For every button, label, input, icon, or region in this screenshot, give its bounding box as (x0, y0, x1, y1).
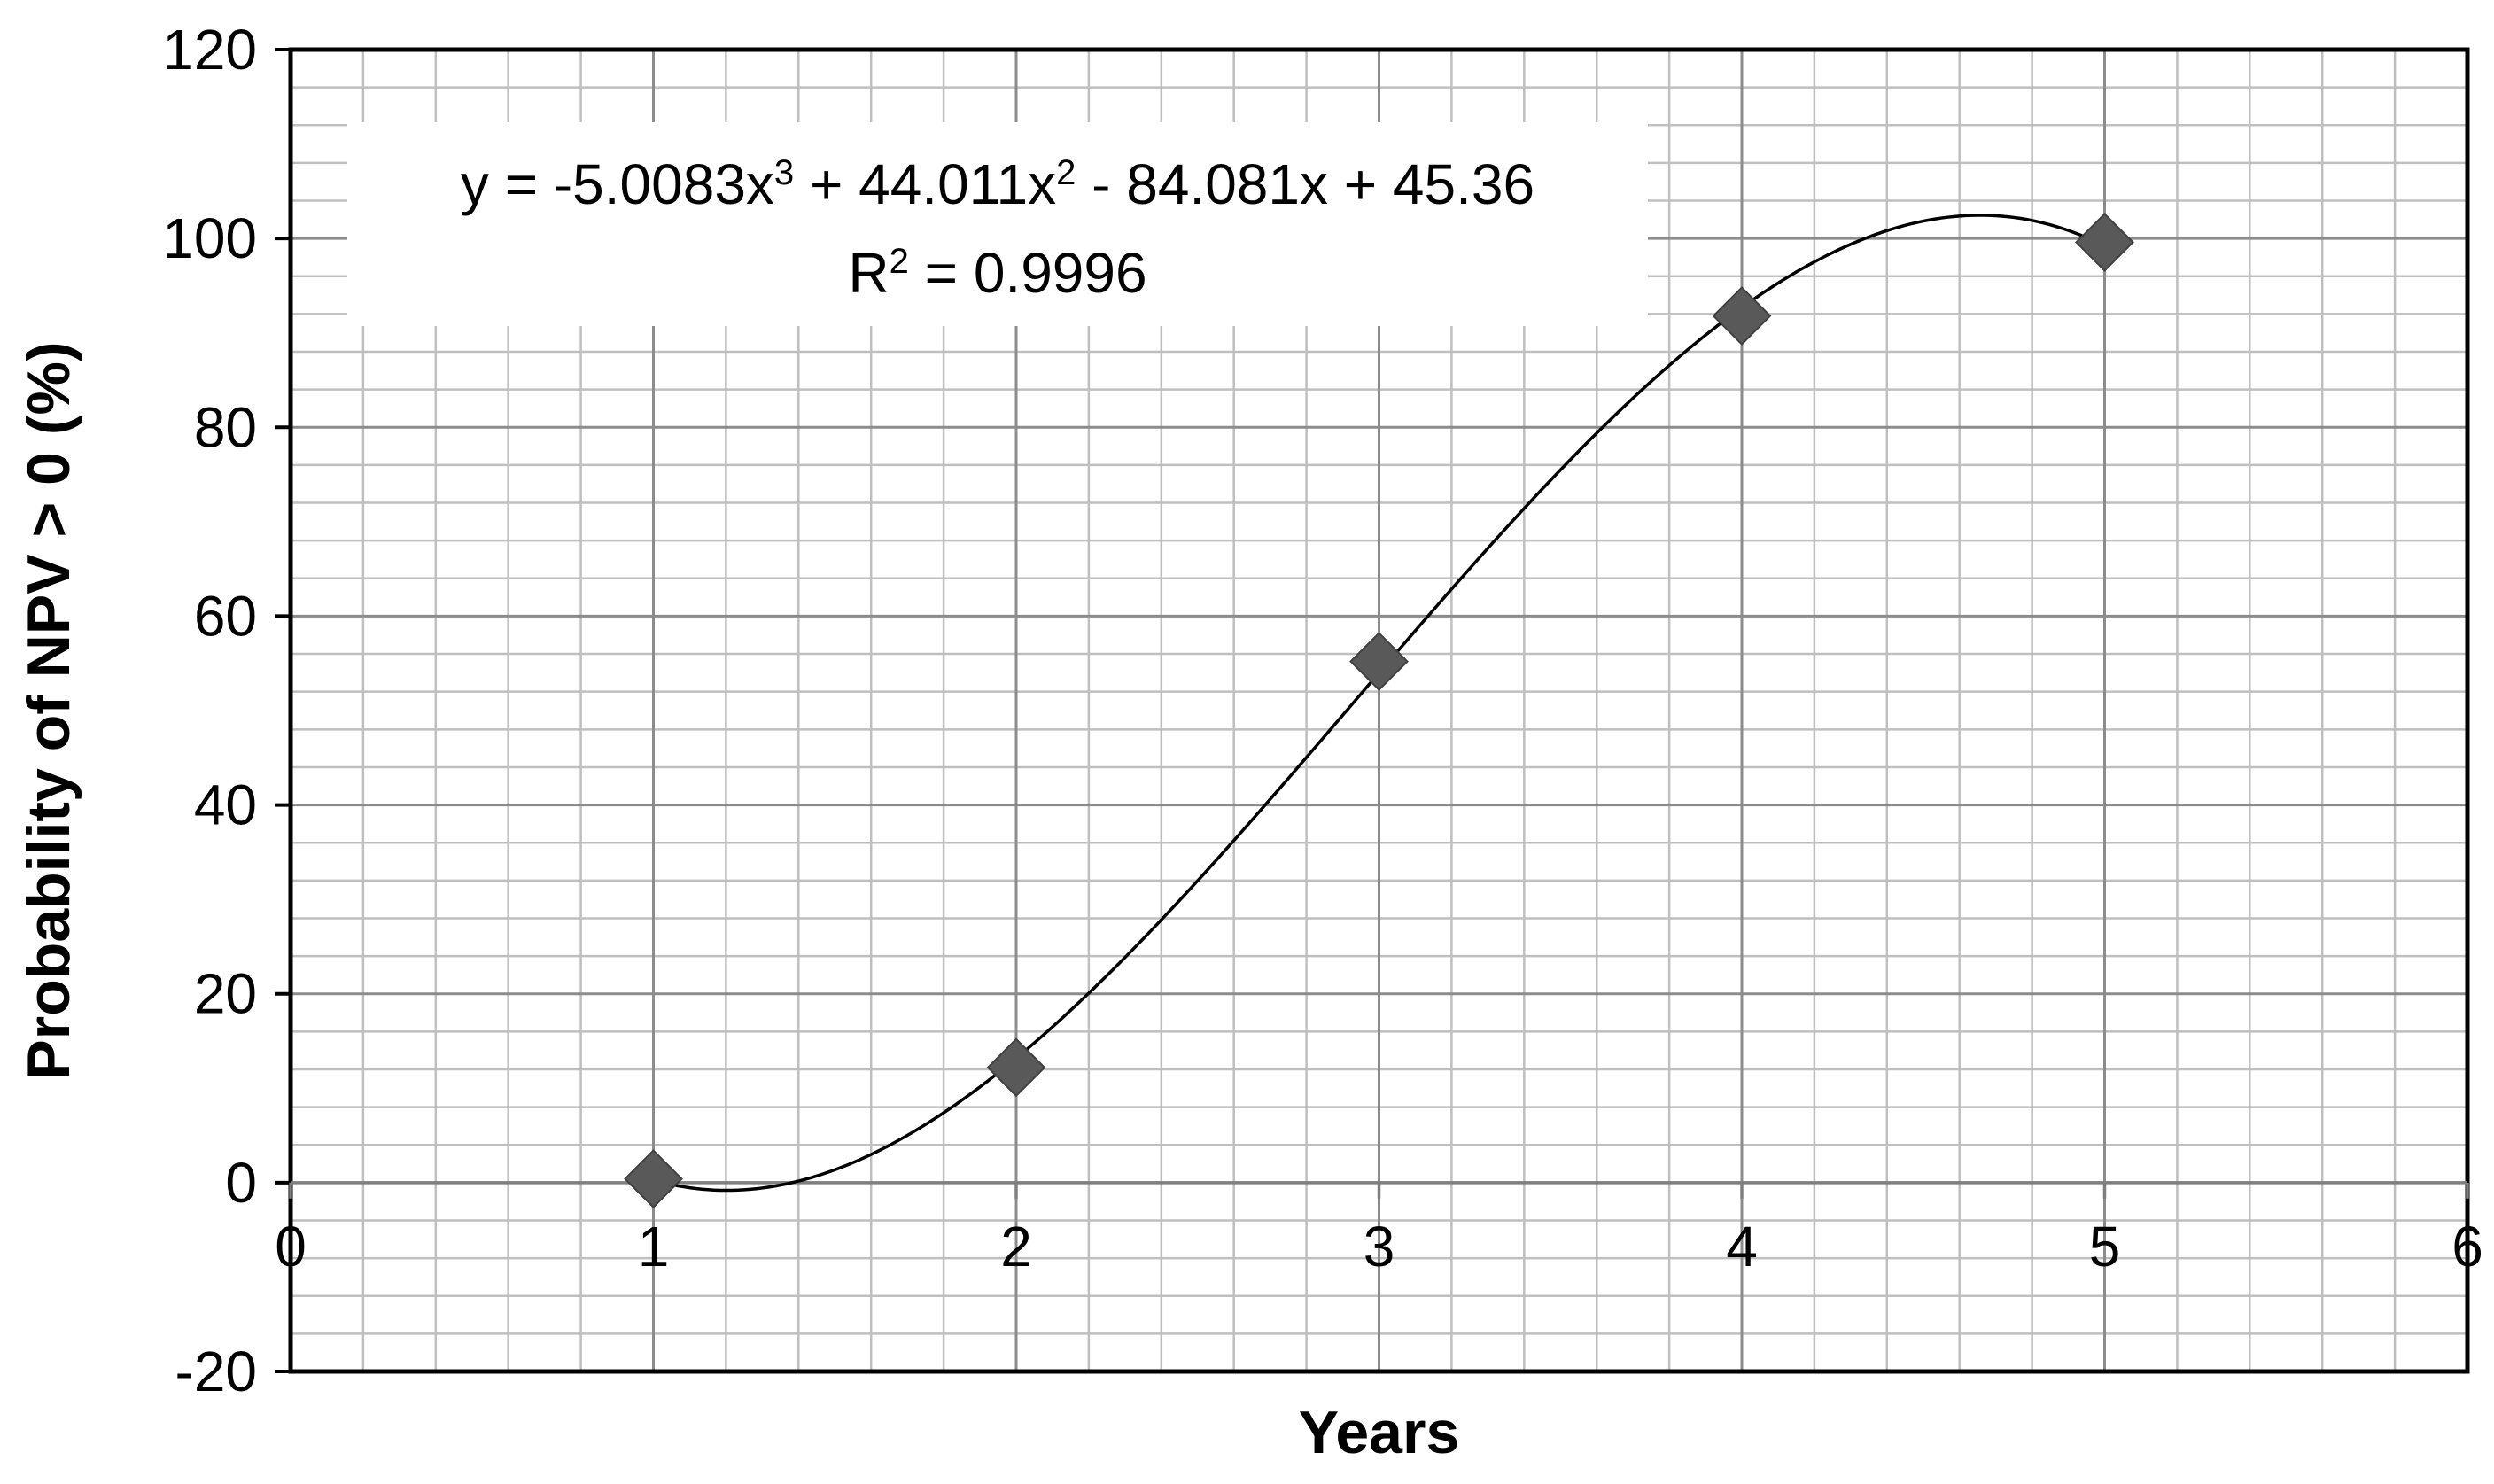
x-tick-label: 0 (275, 1215, 307, 1278)
equation-part-3: - 84.081x + 45.36 (1076, 152, 1534, 216)
r2-sup: 2 (890, 242, 909, 281)
y-tick-label: 20 (194, 962, 257, 1026)
x-tick-label: 1 (638, 1215, 670, 1278)
x-tick-label: 4 (1726, 1215, 1758, 1278)
y-tick-label: 0 (225, 1151, 257, 1215)
data-point-marker (2075, 212, 2134, 272)
r2-part-1: R (848, 241, 889, 305)
equation-part-1: y = -5.0083x (461, 152, 774, 216)
x-tick-label: 3 (1364, 1215, 1395, 1278)
y-tick-label: 120 (162, 18, 257, 82)
data-point-marker (1712, 286, 1772, 346)
r2-part-2: = 0.9996 (909, 241, 1147, 305)
data-points (624, 212, 2134, 1209)
equation-sup-2: 2 (1056, 153, 1076, 192)
data-point-marker (1349, 632, 1409, 691)
data-point-marker (624, 1149, 683, 1209)
equation-part-2: + 44.011x (794, 152, 1056, 216)
equation-sup-1: 3 (774, 153, 794, 192)
r-squared-label: R2 = 0.9996 (848, 241, 1146, 305)
data-point-marker (986, 1037, 1046, 1098)
y-tick-label: -20 (175, 1340, 258, 1403)
y-axis: -20 0 20 40 60 80 100 120 (162, 18, 293, 1403)
x-tick-label: 6 (2451, 1215, 2483, 1278)
y-tick-label: 80 (194, 395, 257, 459)
equation-box (347, 122, 1648, 326)
trendline-equation: y = -5.0083x3 + 44.011x2 - 84.081x + 45.… (461, 152, 1534, 216)
y-tick-label: 40 (194, 773, 257, 837)
x-tick-label: 2 (1000, 1215, 1032, 1278)
x-tick-label: 5 (2089, 1215, 2121, 1278)
y-tick-label: 100 (162, 206, 257, 270)
y-axis-title: Probability of NPV > 0 (%) (15, 341, 82, 1079)
y-tick-label: 60 (194, 584, 257, 648)
x-axis-title: Years (1299, 1399, 1460, 1466)
